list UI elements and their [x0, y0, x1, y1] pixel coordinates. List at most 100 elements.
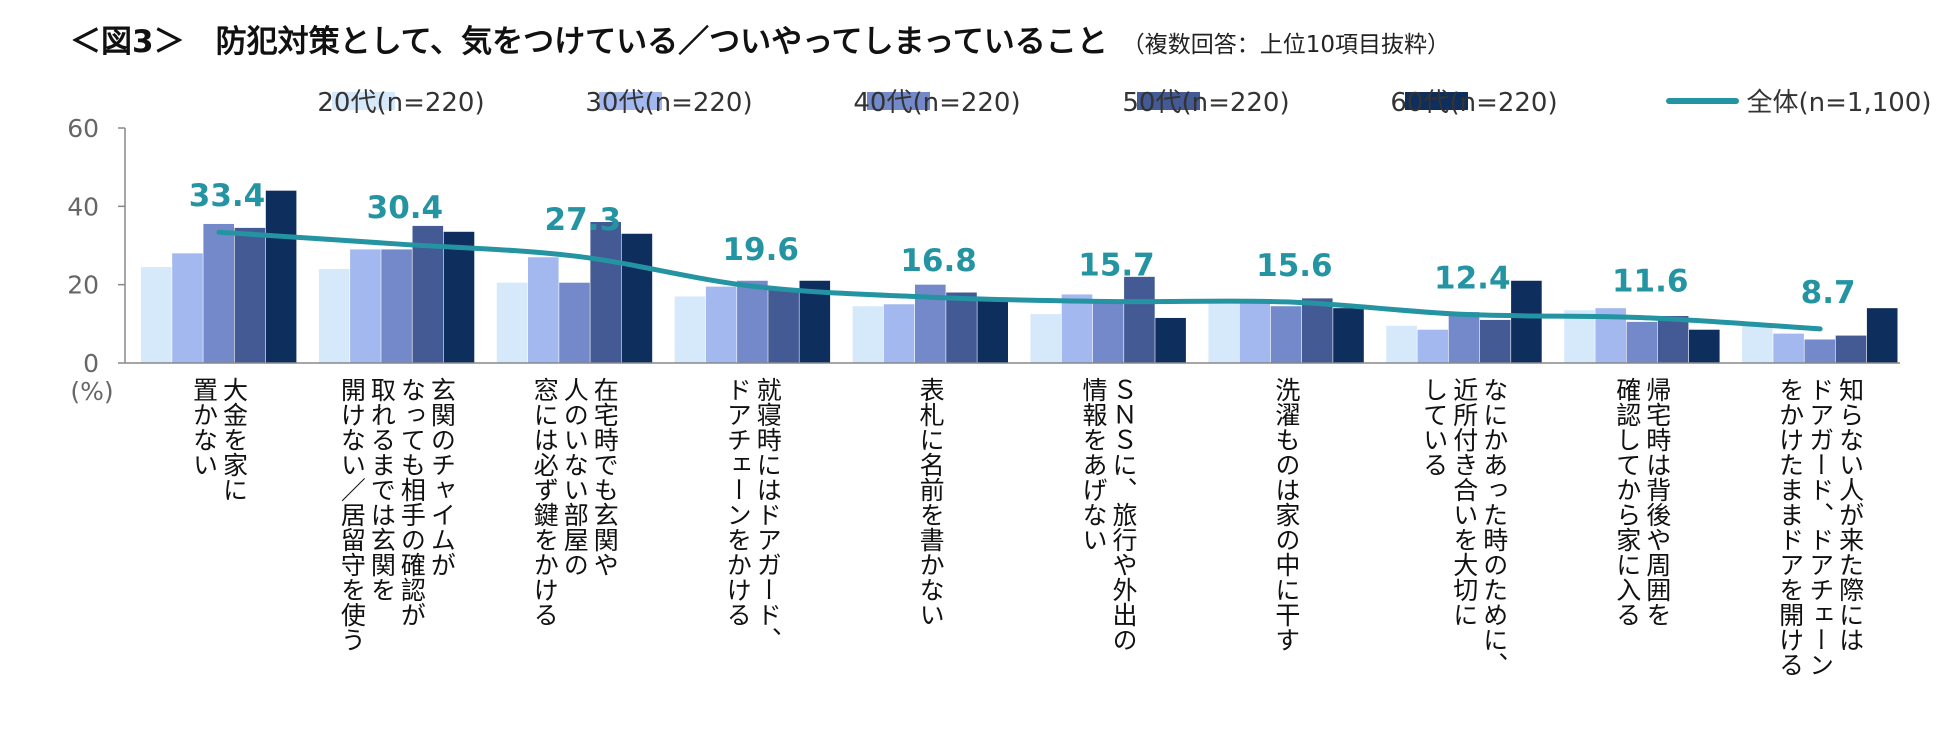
bar	[852, 306, 884, 363]
x-category-label: 玄関のチャイムが	[427, 377, 456, 577]
y-tick-label: 40	[67, 192, 99, 221]
bar	[172, 253, 203, 363]
bar	[621, 233, 653, 363]
bar	[1061, 294, 1093, 363]
bar	[1333, 308, 1364, 363]
x-category-label: 取れるまでは玄関を	[367, 377, 396, 602]
bar	[1804, 339, 1836, 363]
x-category-label: ドアチェーンをかける	[723, 377, 752, 627]
bar	[528, 257, 559, 363]
x-category-label: なっても相手の確認が	[397, 377, 426, 627]
total-data-label: 11.6	[1612, 264, 1689, 300]
bar	[737, 280, 768, 363]
bar	[1124, 276, 1155, 363]
bar	[1626, 321, 1658, 363]
total-data-label: 19.6	[722, 232, 799, 268]
bar	[1835, 335, 1867, 363]
legend-swatch	[332, 92, 395, 110]
x-category-label: 表札に名前を書かない	[916, 377, 945, 627]
legend-swatch	[1405, 92, 1468, 110]
bar	[883, 304, 915, 363]
bar	[1239, 302, 1271, 363]
legend-label: 20代(n=220)	[317, 88, 484, 118]
bar	[265, 190, 297, 363]
total-data-label: 33.4	[189, 178, 266, 214]
x-category-label: 人のいない部屋の	[560, 377, 589, 577]
total-data-label: 12.4	[1434, 260, 1511, 296]
y-tick-label: 20	[67, 271, 99, 300]
bar	[1866, 308, 1898, 363]
bar	[1417, 329, 1449, 363]
bar	[203, 223, 234, 363]
total-data-label: 30.4	[367, 190, 444, 226]
x-category-label: をかけたままドアを開ける	[1776, 377, 1805, 677]
bar	[977, 298, 1008, 363]
bar	[1511, 280, 1542, 363]
bar	[590, 222, 621, 363]
x-category-label: 開けない／居留守を使う	[337, 377, 366, 652]
x-category-label: 洗濯ものは家の中に干す	[1272, 377, 1301, 652]
bar	[946, 292, 977, 363]
legend-label: 60代(n=220)	[1390, 88, 1557, 118]
bar	[559, 282, 590, 363]
bar	[350, 249, 381, 363]
bar	[1564, 310, 1595, 363]
bar	[443, 231, 475, 363]
x-category-label: 窓には必ず鍵をかける	[530, 377, 559, 627]
legend-swatch	[867, 92, 930, 110]
total-data-label: 16.8	[900, 243, 977, 279]
bar	[1208, 302, 1239, 363]
bar	[1302, 298, 1333, 363]
x-category-label: 知らない人が来た際には	[1836, 377, 1865, 652]
total-data-label: 15.6	[1256, 248, 1333, 284]
legend-label: 40代(n=220)	[853, 88, 1020, 118]
x-category-label: 就寝時にはドアガード、	[753, 377, 782, 652]
x-category-label: ＳＮＳに、旅行や外出の	[1109, 377, 1138, 652]
total-series-line	[216, 229, 1823, 332]
bar	[705, 286, 737, 363]
chart-title-main: ＜図3＞ 防犯対策として、気をつけている／ついやってしまっていること	[70, 24, 1108, 60]
legend-label: 全体(n=1,100)	[1747, 88, 1932, 118]
bar	[381, 249, 412, 363]
bar	[1155, 317, 1186, 363]
x-category-label: 確認してから家に入る	[1613, 377, 1642, 627]
total-data-label: 15.7	[1078, 248, 1155, 284]
bar	[1448, 312, 1480, 363]
bar	[1689, 329, 1720, 363]
x-category-label: 置かない	[190, 377, 219, 477]
chart-title-sub: （複数回答：上位10項目抜粋）	[1121, 32, 1451, 58]
total-data-label: 8.7	[1801, 275, 1856, 311]
bar	[1092, 302, 1124, 363]
legend-swatch	[599, 92, 662, 110]
x-category-label: 帰宅時は背後や周囲を	[1643, 377, 1672, 627]
bar	[1773, 333, 1804, 363]
x-category-label: 近所付き合いを大切に	[1450, 377, 1479, 627]
bar	[1386, 325, 1417, 363]
legend-swatch	[1137, 92, 1200, 110]
bar	[318, 269, 350, 363]
legend-label: 30代(n=220)	[585, 88, 752, 118]
bar	[1270, 306, 1302, 363]
legend-label: 50代(n=220)	[1122, 88, 1289, 118]
x-category-label: している	[1420, 377, 1449, 477]
total-data-label: 27.3	[545, 202, 622, 238]
x-category-label: ドアガード、ドアチェーン	[1806, 377, 1835, 677]
bar	[141, 267, 172, 363]
x-category-label: 情報をあげない	[1079, 377, 1108, 552]
bar	[674, 296, 706, 363]
bar	[1742, 325, 1773, 363]
bar	[768, 288, 799, 363]
chart-title: ＜図3＞ 防犯対策として、気をつけている／ついやってしまっていること （複数回答：…	[70, 16, 1450, 61]
bar	[234, 227, 266, 363]
x-category-label: なにかあった時のために、	[1480, 377, 1509, 677]
y-tick-label: 60	[67, 114, 99, 143]
x-category-label: 在宅時でも玄関や	[590, 377, 619, 577]
bar	[1030, 314, 1062, 363]
bar	[1479, 319, 1511, 363]
y-tick-label: 0	[83, 349, 99, 378]
y-axis-unit-label: (%)	[70, 377, 113, 406]
bar	[496, 282, 528, 363]
bar	[1657, 316, 1689, 363]
x-category-label: 大金を家に	[220, 377, 249, 502]
